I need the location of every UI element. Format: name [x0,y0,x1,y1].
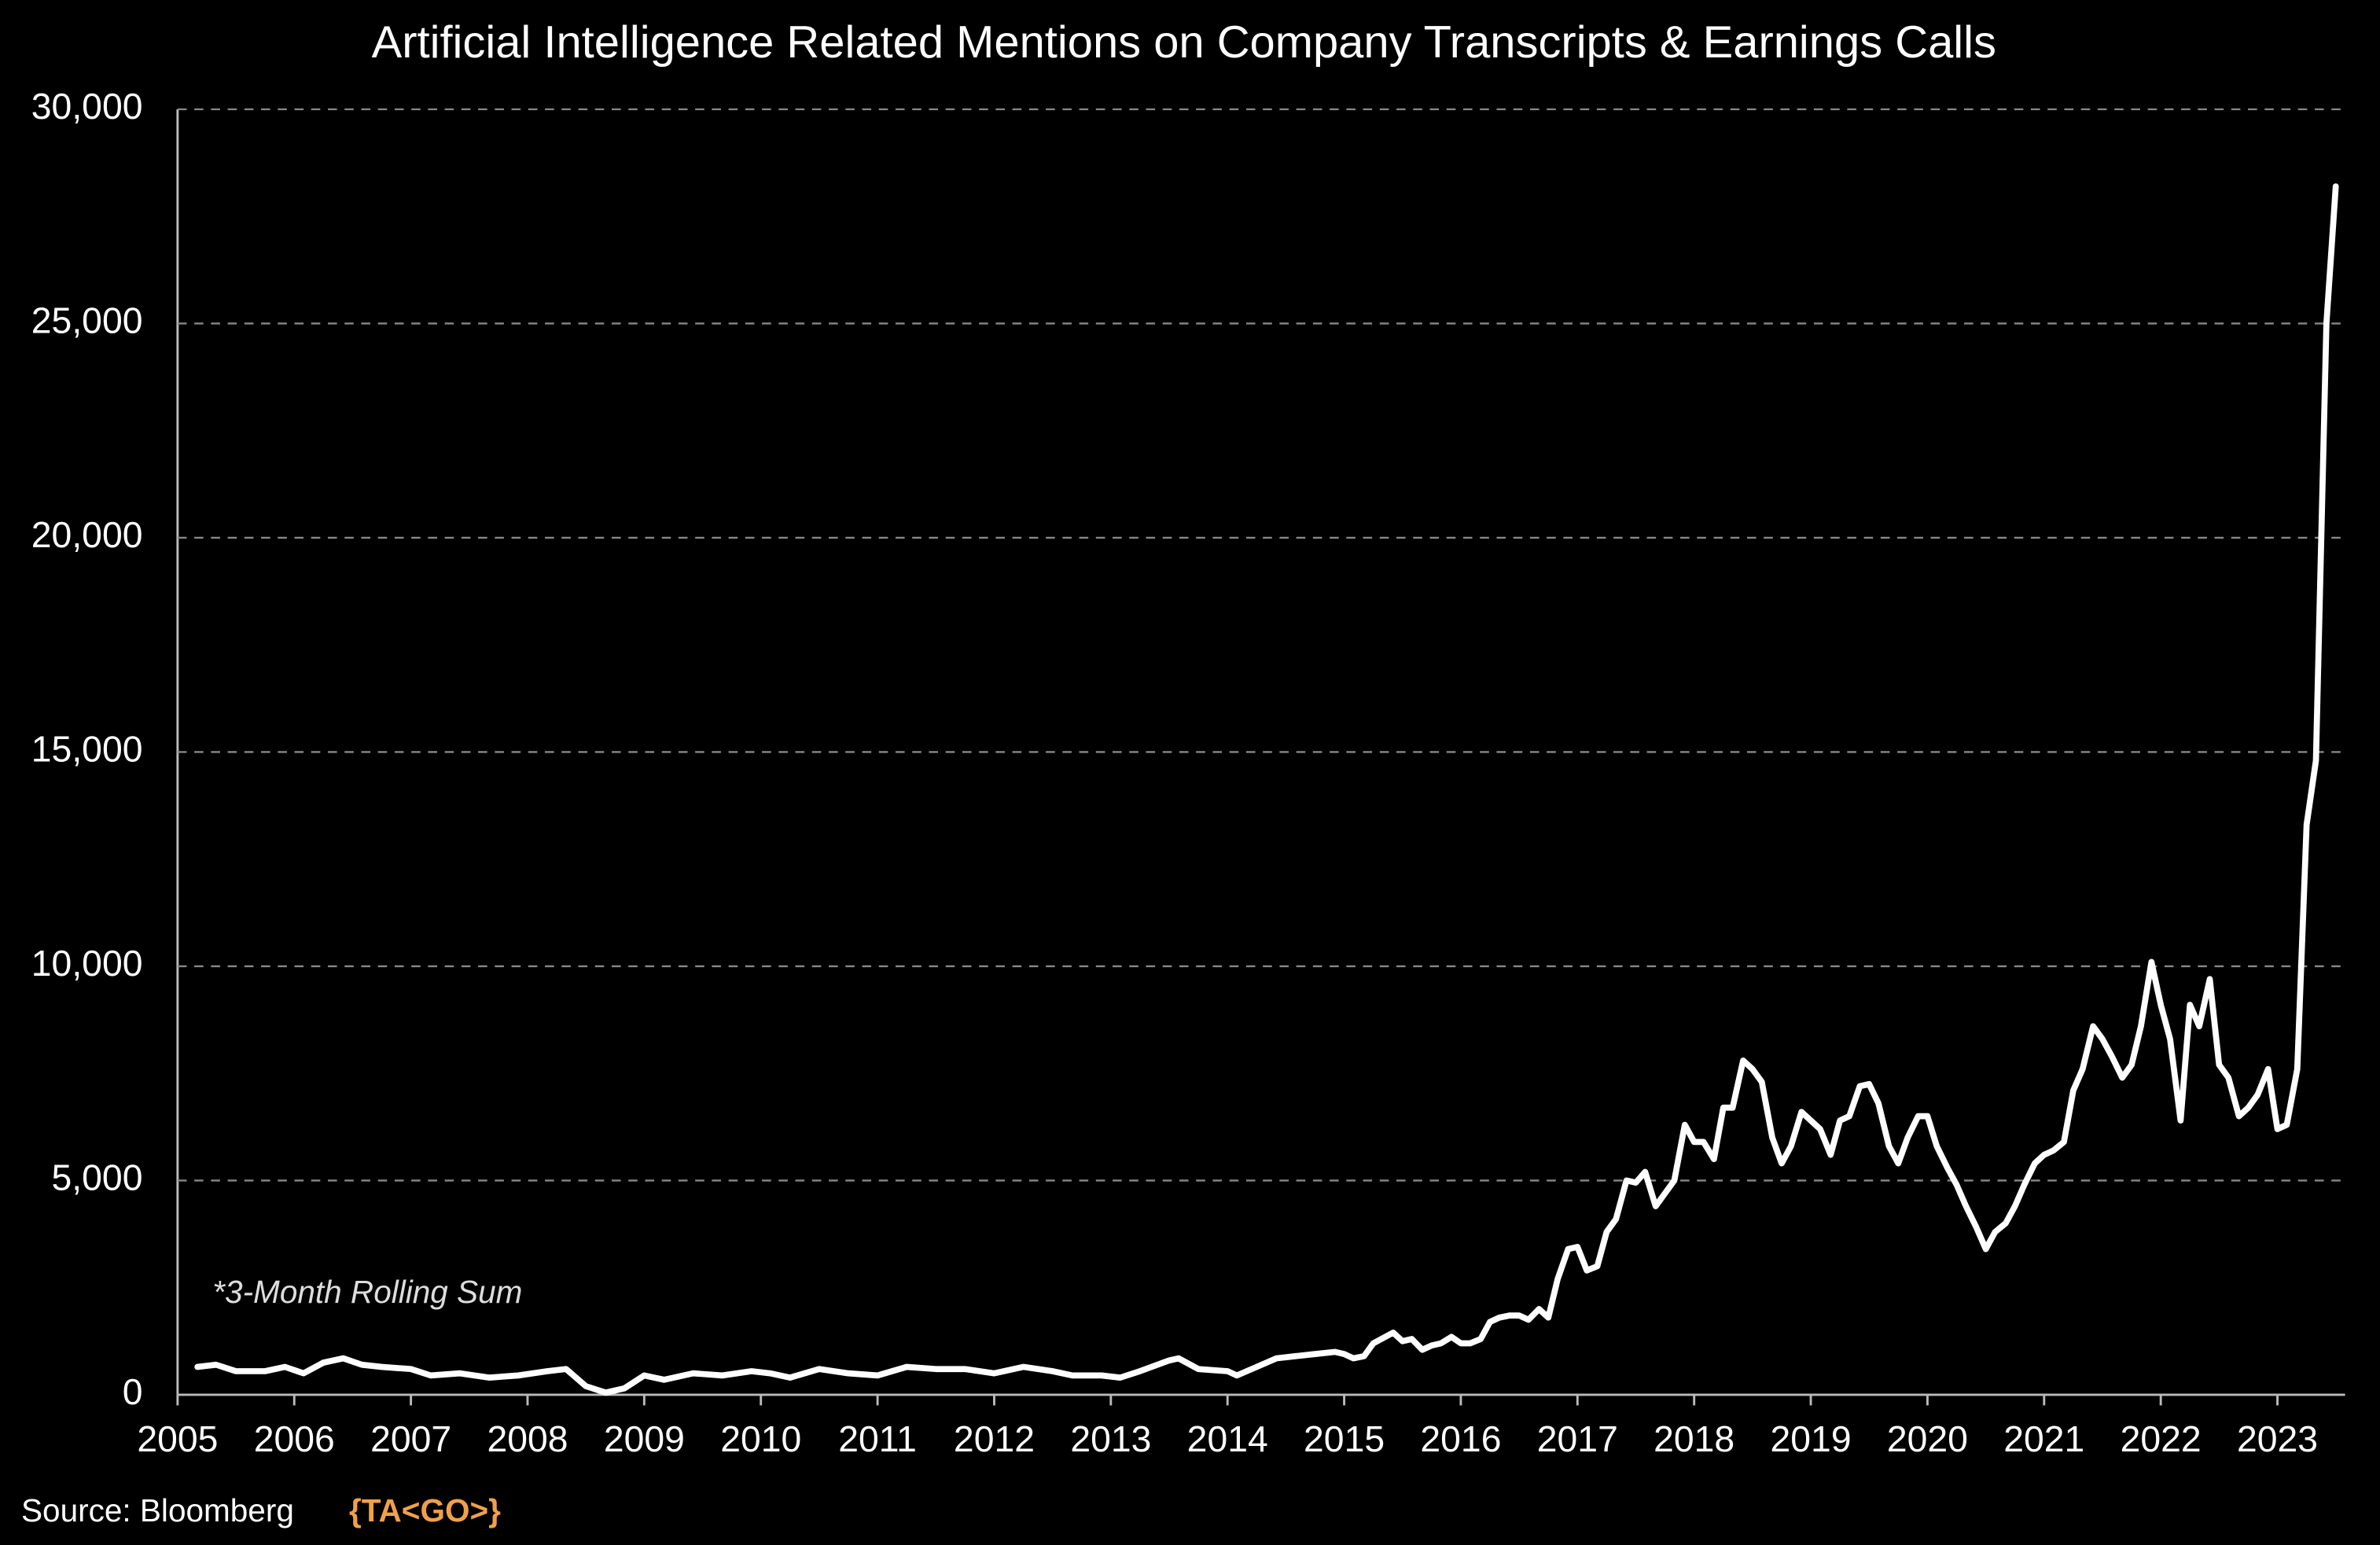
data-line [194,183,2339,1396]
x-tick-label: 2008 [487,1418,568,1459]
x-tick-label: 2009 [604,1418,685,1459]
x-tick-label: 2017 [1537,1418,1618,1459]
x-tick-label: 2006 [254,1418,335,1459]
x-tick-label: 2019 [1771,1418,1852,1459]
x-tick-label: 2014 [1187,1418,1268,1459]
x-tick-label: 2013 [1070,1418,1151,1459]
y-tick-label: 30,000 [31,86,143,127]
y-tick-label: 10,000 [31,943,143,984]
source: Source: Bloomberg [21,1492,294,1528]
x-tick-label: 2020 [1887,1418,1968,1459]
x-tick-label: 2011 [838,1418,917,1459]
x-tick-label: 2018 [1653,1418,1734,1459]
x-tick-label: 2005 [137,1418,218,1459]
y-tick-label: 15,000 [31,729,143,770]
source-code: {TA<GO>} [349,1492,501,1528]
y-tick-label: 0 [123,1371,143,1412]
y-tick-label: 5,000 [52,1157,143,1198]
annotation: *3-Month Rolling Sum [212,1274,522,1310]
x-tick-label: 2015 [1304,1418,1385,1459]
x-tick-label: 2023 [2237,1418,2318,1459]
y-tick-label: 20,000 [31,514,143,555]
x-tick-label: 2012 [954,1418,1035,1459]
x-tick-label: 2016 [1420,1418,1501,1459]
x-tick-label: 2007 [370,1418,451,1459]
x-tick-label: 2010 [720,1418,801,1459]
y-tick-label: 25,000 [31,300,143,341]
x-tick-label: 2022 [2121,1418,2202,1459]
x-tick-label: 2021 [2003,1418,2084,1459]
chart-title: Artificial Intelligence Related Mentions… [372,17,1996,68]
